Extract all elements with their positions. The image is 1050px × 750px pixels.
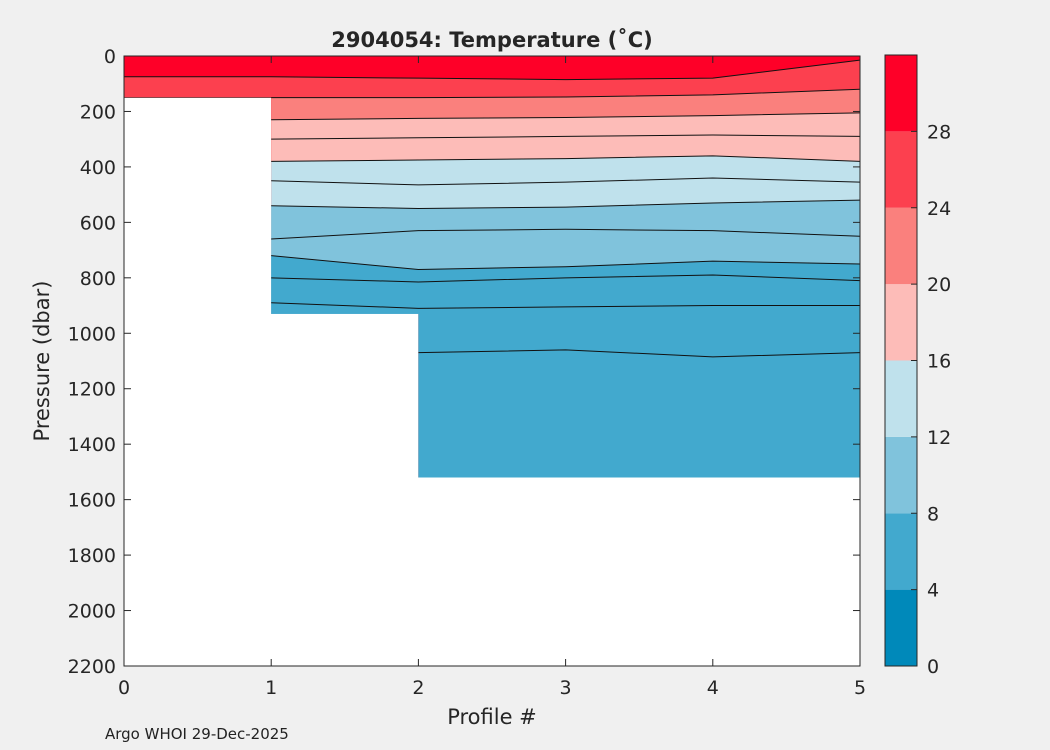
colorbar-tick-label: 0 (927, 656, 939, 678)
x-tick-label: 4 (707, 677, 719, 699)
y-tick-label: 1000 (68, 323, 116, 345)
colorbar-tick-label: 4 (927, 580, 939, 602)
colorbar-tick-label: 16 (927, 351, 951, 373)
y-tick-label: 1400 (68, 434, 116, 456)
footer-credit: Argo WHOI 29-Dec-2025 (105, 725, 289, 743)
isotherm-contour-0 (124, 59, 860, 81)
y-tick-label: 1200 (68, 379, 116, 401)
y-tick-label: 2000 (68, 601, 116, 623)
y-tick-label: 2200 (68, 656, 116, 678)
colorbar-bin-2 (885, 436, 917, 514)
x-tick-label: 1 (265, 677, 277, 699)
colorbar-tick-label: 20 (927, 274, 951, 296)
colorbar: 0 4 8 12 16 20 24 28 (884, 54, 951, 678)
colorbar-tick-label: 12 (927, 427, 951, 449)
colorbar-bin-3 (885, 360, 917, 437)
colorbar-bin-0 (885, 589, 917, 666)
x-axis-ticks: 0 1 2 3 4 5 (118, 56, 866, 699)
chart-title: 2904054: Temperature (˚C) (331, 28, 652, 52)
x-tick-label: 5 (854, 677, 866, 699)
y-tick-label: 0 (104, 46, 116, 68)
isotherm-contour-11 (418, 349, 860, 358)
colorbar-bin-7 (885, 55, 917, 132)
colorbar-bin-1 (885, 513, 917, 590)
y-tick-label: 800 (80, 268, 116, 290)
colorbar-tick-label: 8 (927, 503, 939, 525)
y-axis-label: Pressure (dbar) (30, 281, 54, 442)
y-tick-label: 1600 (68, 490, 116, 512)
y-tick-label: 600 (80, 212, 116, 234)
y-tick-label: 1800 (68, 545, 116, 567)
y-tick-label: 400 (80, 157, 116, 179)
colorbar-bin-6 (885, 131, 917, 208)
colorbar-bin-4 (885, 284, 917, 361)
x-tick-label: 2 (412, 677, 424, 699)
x-tick-label: 3 (560, 677, 572, 699)
isotherm-contours (124, 59, 860, 358)
y-axis-ticks: 0 200 400 600 800 1000 1200 1400 1600 1800 2000 220… (68, 46, 860, 678)
isotherm-contour-1 (124, 88, 860, 99)
colorbar-tick-label: 28 (927, 121, 951, 143)
x-tick-label: 0 (118, 677, 130, 699)
colorbar-tick-label: 24 (927, 198, 951, 220)
x-axis-label: Profile # (447, 705, 537, 729)
plot-frame (123, 55, 861, 667)
colorbar-bin-5 (885, 207, 917, 285)
y-tick-label: 200 (80, 101, 116, 123)
